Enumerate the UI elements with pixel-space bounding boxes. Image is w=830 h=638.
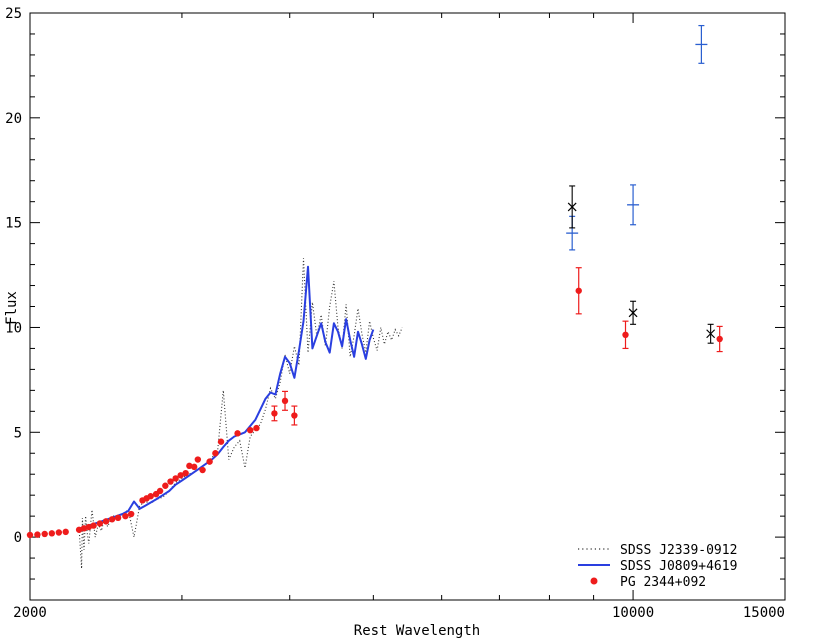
red-data-point — [75, 526, 83, 533]
series-layer — [26, 24, 723, 569]
legend-label-3: PG 2344+092 — [620, 575, 706, 590]
red-data-point — [34, 531, 41, 538]
axis-ticks — [29, 12, 786, 601]
red-data-point — [114, 514, 122, 522]
red-data-point — [177, 472, 184, 479]
y-tick-label: 0 — [14, 530, 22, 546]
red-data-point — [108, 516, 116, 523]
tick-labels: 0 5 10 15 20 25 2000 10000 15000 — [5, 6, 785, 621]
x-tick-label: 10000 — [612, 605, 654, 621]
red-data-point — [167, 478, 174, 485]
y-tick-label: 20 — [5, 111, 22, 127]
red-data-point — [172, 475, 179, 482]
y-tick-label: 5 — [14, 425, 22, 441]
red-data-point — [206, 458, 213, 465]
red-data-point — [102, 518, 110, 525]
red-data-point — [212, 450, 219, 457]
red-data-point — [96, 520, 104, 527]
red-data-point — [716, 335, 723, 343]
x-tick-label: 15000 — [743, 605, 785, 621]
red-data-point — [253, 424, 260, 432]
black-cross-marker — [706, 329, 716, 339]
plot-frame — [29, 12, 786, 601]
red-data-point — [26, 531, 34, 539]
red-data-point — [622, 331, 629, 339]
red-data-point — [191, 463, 198, 471]
red-data-point — [186, 462, 193, 470]
legend-label-1: SDSS J2339-0912 — [620, 543, 737, 558]
red-data-point — [234, 430, 241, 437]
red-data-point — [156, 487, 164, 495]
red-data-point — [247, 426, 254, 434]
red-data-point — [217, 438, 225, 445]
red-data-point — [281, 397, 289, 405]
red-data-point — [147, 493, 154, 500]
red-data-point — [271, 410, 278, 417]
red-data-point — [80, 525, 88, 532]
red-data-point — [162, 482, 169, 489]
red-data-point — [291, 412, 298, 419]
red-data-point — [90, 522, 97, 529]
y-axis-title: Flux — [4, 291, 20, 325]
red-data-point — [55, 529, 63, 536]
red-data-point — [182, 469, 189, 477]
black-cross-marker — [567, 202, 577, 212]
legend: SDSS J2339-0912 SDSS J0809+4619 PG 2344+… — [578, 543, 737, 590]
y-tick-label: 10 — [5, 320, 22, 336]
red-data-point — [127, 510, 135, 518]
red-data-point — [575, 287, 582, 294]
x-tick-label: 2000 — [13, 605, 47, 621]
red-data-point — [41, 530, 48, 538]
red-data-point — [199, 466, 206, 474]
red-data-point — [62, 528, 69, 536]
series-dotted-spectrum — [78, 258, 403, 569]
red-data-point — [122, 512, 129, 520]
x-axis-title: Rest Wavelength — [354, 623, 480, 638]
red-data-point — [194, 456, 202, 463]
red-data-point — [48, 530, 56, 537]
legend-swatch-point — [590, 577, 598, 585]
y-tick-label: 25 — [5, 6, 22, 22]
y-tick-label: 15 — [5, 216, 22, 232]
legend-label-2: SDSS J0809+4619 — [620, 559, 737, 574]
series-solid-spectrum — [78, 265, 375, 530]
black-cross-marker — [628, 308, 638, 318]
